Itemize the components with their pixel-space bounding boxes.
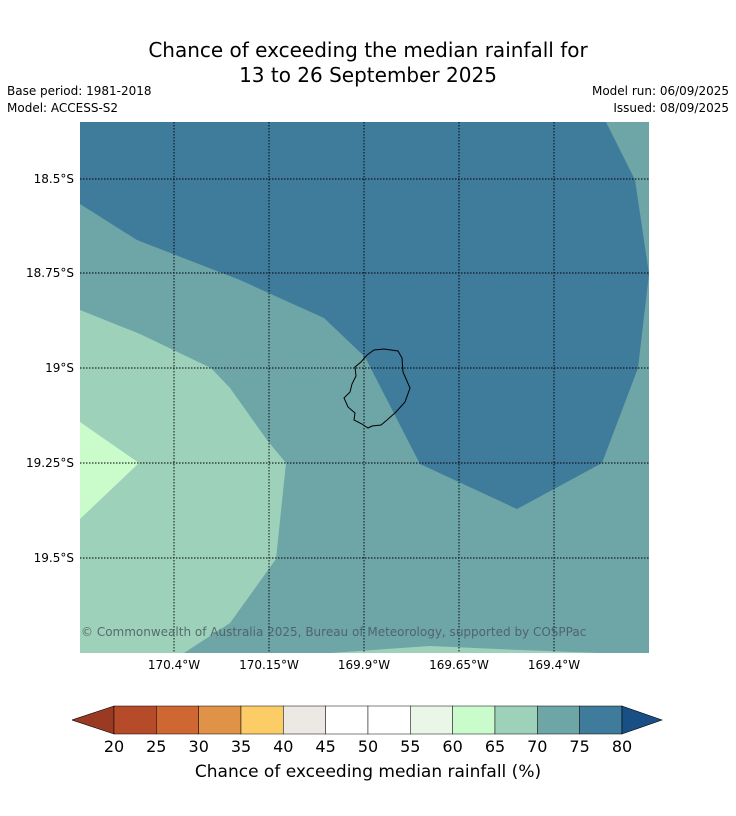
colorbar-extend-high (621, 705, 663, 735)
zone-65-70-bottom (330, 646, 600, 653)
map-title: Chance of exceeding the median rainfall … (0, 38, 736, 88)
colorbar-label: Chance of exceeding median rainfall (%) (194, 762, 542, 782)
colorbar-bin-55-60 (410, 705, 453, 735)
colorbar-bin-65-70 (494, 705, 538, 735)
colorbar-bin-25-30 (156, 705, 199, 735)
lat-label-4: 19.25°S (26, 456, 74, 470)
lat-lon-grid (80, 122, 649, 653)
colorbar-tick-25: 25 (146, 737, 167, 756)
colorbar-bin-45-50 (325, 705, 369, 735)
colorbar-bin-70-75 (537, 705, 580, 735)
colorbar-bin-30-35 (198, 705, 242, 735)
title-line-2: 13 to 26 September 2025 (239, 63, 497, 87)
colorbar-tick-75: 75 (569, 737, 590, 756)
zone-75-80 (80, 122, 649, 509)
lon-label-1: 170.4°W (147, 658, 201, 672)
base-period: Base period: 1981-2018 (7, 84, 152, 98)
colorbar-tick-35: 35 (230, 737, 252, 756)
colorbar-tick-65: 65 (484, 737, 506, 756)
colorbar-bin-50-55 (367, 705, 411, 735)
lat-label-2: 18.75°S (26, 266, 74, 280)
lat-label-1: 18.5°S (33, 172, 74, 186)
meta-left: Base period: 1981-2018 Model: ACCESS-S2 (7, 83, 152, 117)
meta-right: Model run: 06/09/2025 Issued: 08/09/2025 (592, 83, 729, 117)
colorbar-tick-45: 45 (315, 737, 336, 756)
lat-label-5: 19.5°S (33, 551, 74, 565)
map-svg (80, 122, 649, 653)
model-name: Model: ACCESS-S2 (7, 101, 119, 115)
colorbar-bin-20-25 (113, 705, 157, 735)
lon-label-4: 169.65°W (429, 658, 489, 672)
colorbar-tick-60: 60 (442, 737, 463, 756)
model-run: Model run: 06/09/2025 (591, 84, 729, 98)
colorbar-tick-55: 55 (400, 737, 421, 756)
lon-label-2: 170.15°W (239, 658, 299, 672)
colorbar-tick-80: 80 (611, 737, 633, 756)
colorbar-bins (72, 705, 663, 735)
colorbar-tick-20: 20 (103, 737, 125, 756)
colorbar-bin-60-65 (452, 705, 496, 735)
copyright-notice: © Commonwealth of Australia 2025, Bureau… (81, 625, 587, 639)
colorbar-bin-35-40 (240, 705, 284, 735)
colorbar-bin-40-45 (283, 705, 326, 735)
title-line-1: Chance of exceeding the median rainfall … (148, 38, 588, 62)
issued-date: Issued: 08/09/2025 (613, 101, 729, 115)
zone-60-65 (80, 422, 139, 519)
lon-label-3: 169.9°W (337, 658, 391, 672)
colorbar-extend-low (72, 705, 115, 735)
colorbar-tick-70: 70 (527, 737, 548, 756)
colorbar-tick-30: 30 (188, 737, 209, 756)
colorbar-tick-50: 50 (357, 737, 379, 756)
lon-label-5: 169.4°W (527, 658, 581, 672)
colorbar (72, 705, 663, 735)
zone-65-70 (80, 310, 286, 653)
lat-label-3: 19°S (45, 361, 74, 375)
colorbar-tick-40: 40 (273, 737, 294, 756)
colorbar-bin-75-80 (579, 705, 623, 735)
map-area[interactable] (80, 122, 649, 653)
island-outline (343, 348, 411, 429)
